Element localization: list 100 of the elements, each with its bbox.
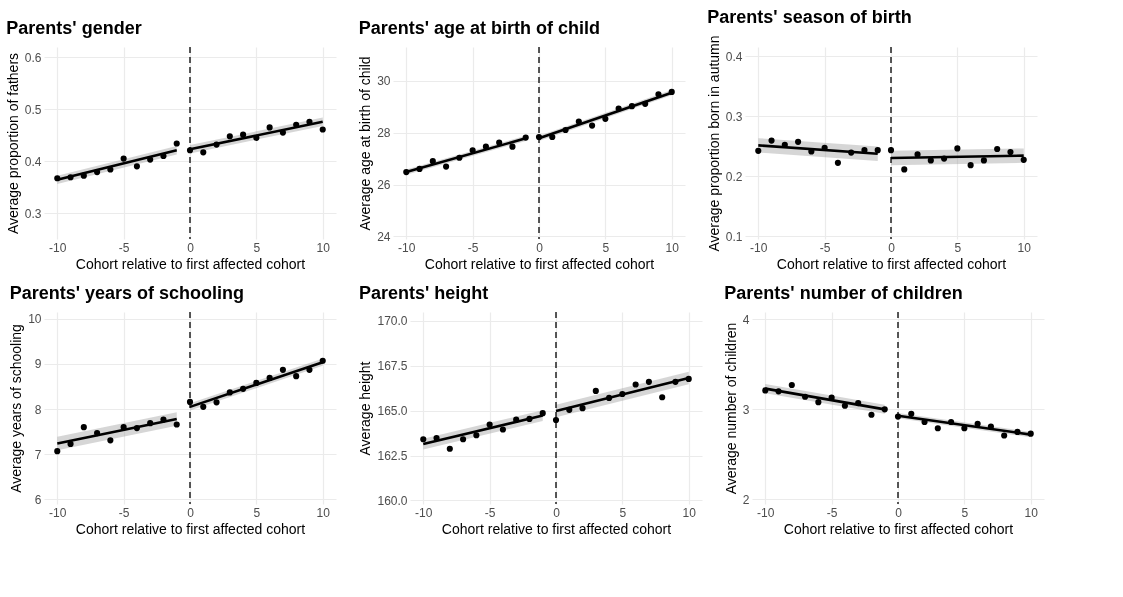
point	[240, 131, 247, 138]
point	[226, 133, 233, 140]
x-tick-label: 5	[602, 240, 610, 255]
y-axis-title: Average number of children	[722, 322, 739, 495]
point	[802, 393, 809, 400]
x-tick-label: -10	[415, 505, 433, 520]
y-tick-label: 7	[34, 447, 42, 462]
y-tick-label: 8	[34, 402, 42, 417]
point	[901, 166, 908, 173]
y-tick-label: 6	[34, 492, 42, 507]
point	[486, 421, 493, 428]
x-tick-label: 0	[187, 505, 195, 520]
point	[602, 115, 609, 122]
point	[552, 416, 560, 424]
point	[788, 381, 795, 389]
point	[133, 163, 140, 170]
point	[513, 416, 520, 423]
point	[443, 163, 450, 170]
point	[1001, 432, 1008, 439]
point	[253, 379, 260, 386]
x-tick-label: -10	[49, 240, 67, 255]
point	[67, 174, 74, 181]
point	[319, 357, 326, 364]
x-tick-label: -10	[398, 240, 416, 255]
y-tick-label: 0.4	[725, 49, 743, 64]
point	[496, 139, 503, 146]
x-tick-label: -5	[118, 505, 130, 520]
point	[948, 418, 955, 426]
point	[974, 420, 981, 427]
point	[420, 436, 427, 443]
y-tick-label: 167.5	[377, 359, 408, 374]
point	[460, 436, 467, 443]
x-tick-label: 10	[316, 505, 331, 520]
point	[967, 162, 974, 169]
point	[213, 399, 220, 406]
point	[668, 88, 675, 95]
y-tick-label: 2	[742, 492, 750, 507]
point	[293, 121, 300, 128]
y-tick-label: 4	[742, 312, 750, 327]
point	[526, 415, 533, 423]
y-tick-label: 0.3	[24, 206, 42, 221]
point	[240, 385, 247, 392]
point	[755, 147, 762, 154]
x-tick-label: 10	[316, 240, 331, 255]
point	[147, 420, 154, 427]
x-tick-label: 5	[619, 505, 627, 520]
chart-title: Parents' height	[358, 283, 489, 304]
point	[306, 366, 313, 373]
point	[499, 426, 506, 433]
point	[266, 124, 273, 131]
point	[589, 122, 596, 129]
point	[120, 155, 127, 162]
point	[456, 154, 463, 161]
x-tick-label: -10	[49, 505, 67, 520]
x-tick-label: -5	[467, 240, 479, 255]
point	[848, 149, 855, 156]
y-axis-title: Average age at birth of child	[357, 56, 374, 231]
x-axis-title: Cohort relative to first affected cohort	[424, 255, 655, 272]
x-tick-label: 10	[1017, 240, 1032, 255]
y-tick-label: 0.3	[725, 109, 743, 124]
y-tick-label: 10	[28, 312, 42, 327]
chart-title: Parents' gender	[6, 18, 142, 39]
y-tick-label: 3	[742, 402, 750, 417]
point	[868, 411, 875, 418]
point	[632, 381, 639, 388]
point	[469, 147, 476, 154]
y-tick-label: 0.6	[24, 50, 42, 65]
point	[994, 145, 1001, 153]
point	[881, 406, 888, 413]
point	[834, 159, 841, 166]
y-tick-label: 160.0	[377, 493, 408, 508]
point	[186, 398, 194, 405]
point	[941, 155, 948, 162]
point	[266, 374, 273, 382]
x-tick-label: 5	[253, 505, 261, 520]
point	[509, 143, 516, 150]
point	[762, 387, 769, 394]
x-tick-label: 5	[961, 505, 969, 520]
point	[874, 147, 881, 154]
point	[253, 134, 260, 141]
chart-title: Parents' season of birth	[707, 6, 912, 27]
point	[522, 134, 529, 141]
point	[1014, 428, 1021, 435]
point	[579, 405, 586, 412]
point	[539, 410, 546, 417]
x-tick-label: 10	[1024, 505, 1039, 520]
y-tick-label: 0.2	[725, 169, 743, 184]
point	[672, 378, 679, 385]
point	[186, 147, 194, 154]
point	[855, 399, 862, 407]
point	[575, 118, 582, 125]
x-axis-title: Cohort relative to first affected cohort	[441, 520, 672, 537]
point	[795, 138, 802, 145]
x-tick-label: -5	[118, 240, 130, 255]
y-tick-label: 0.1	[725, 229, 743, 244]
point	[416, 165, 423, 173]
point	[403, 168, 410, 176]
point	[606, 394, 613, 402]
point	[226, 389, 233, 396]
point	[429, 158, 436, 165]
